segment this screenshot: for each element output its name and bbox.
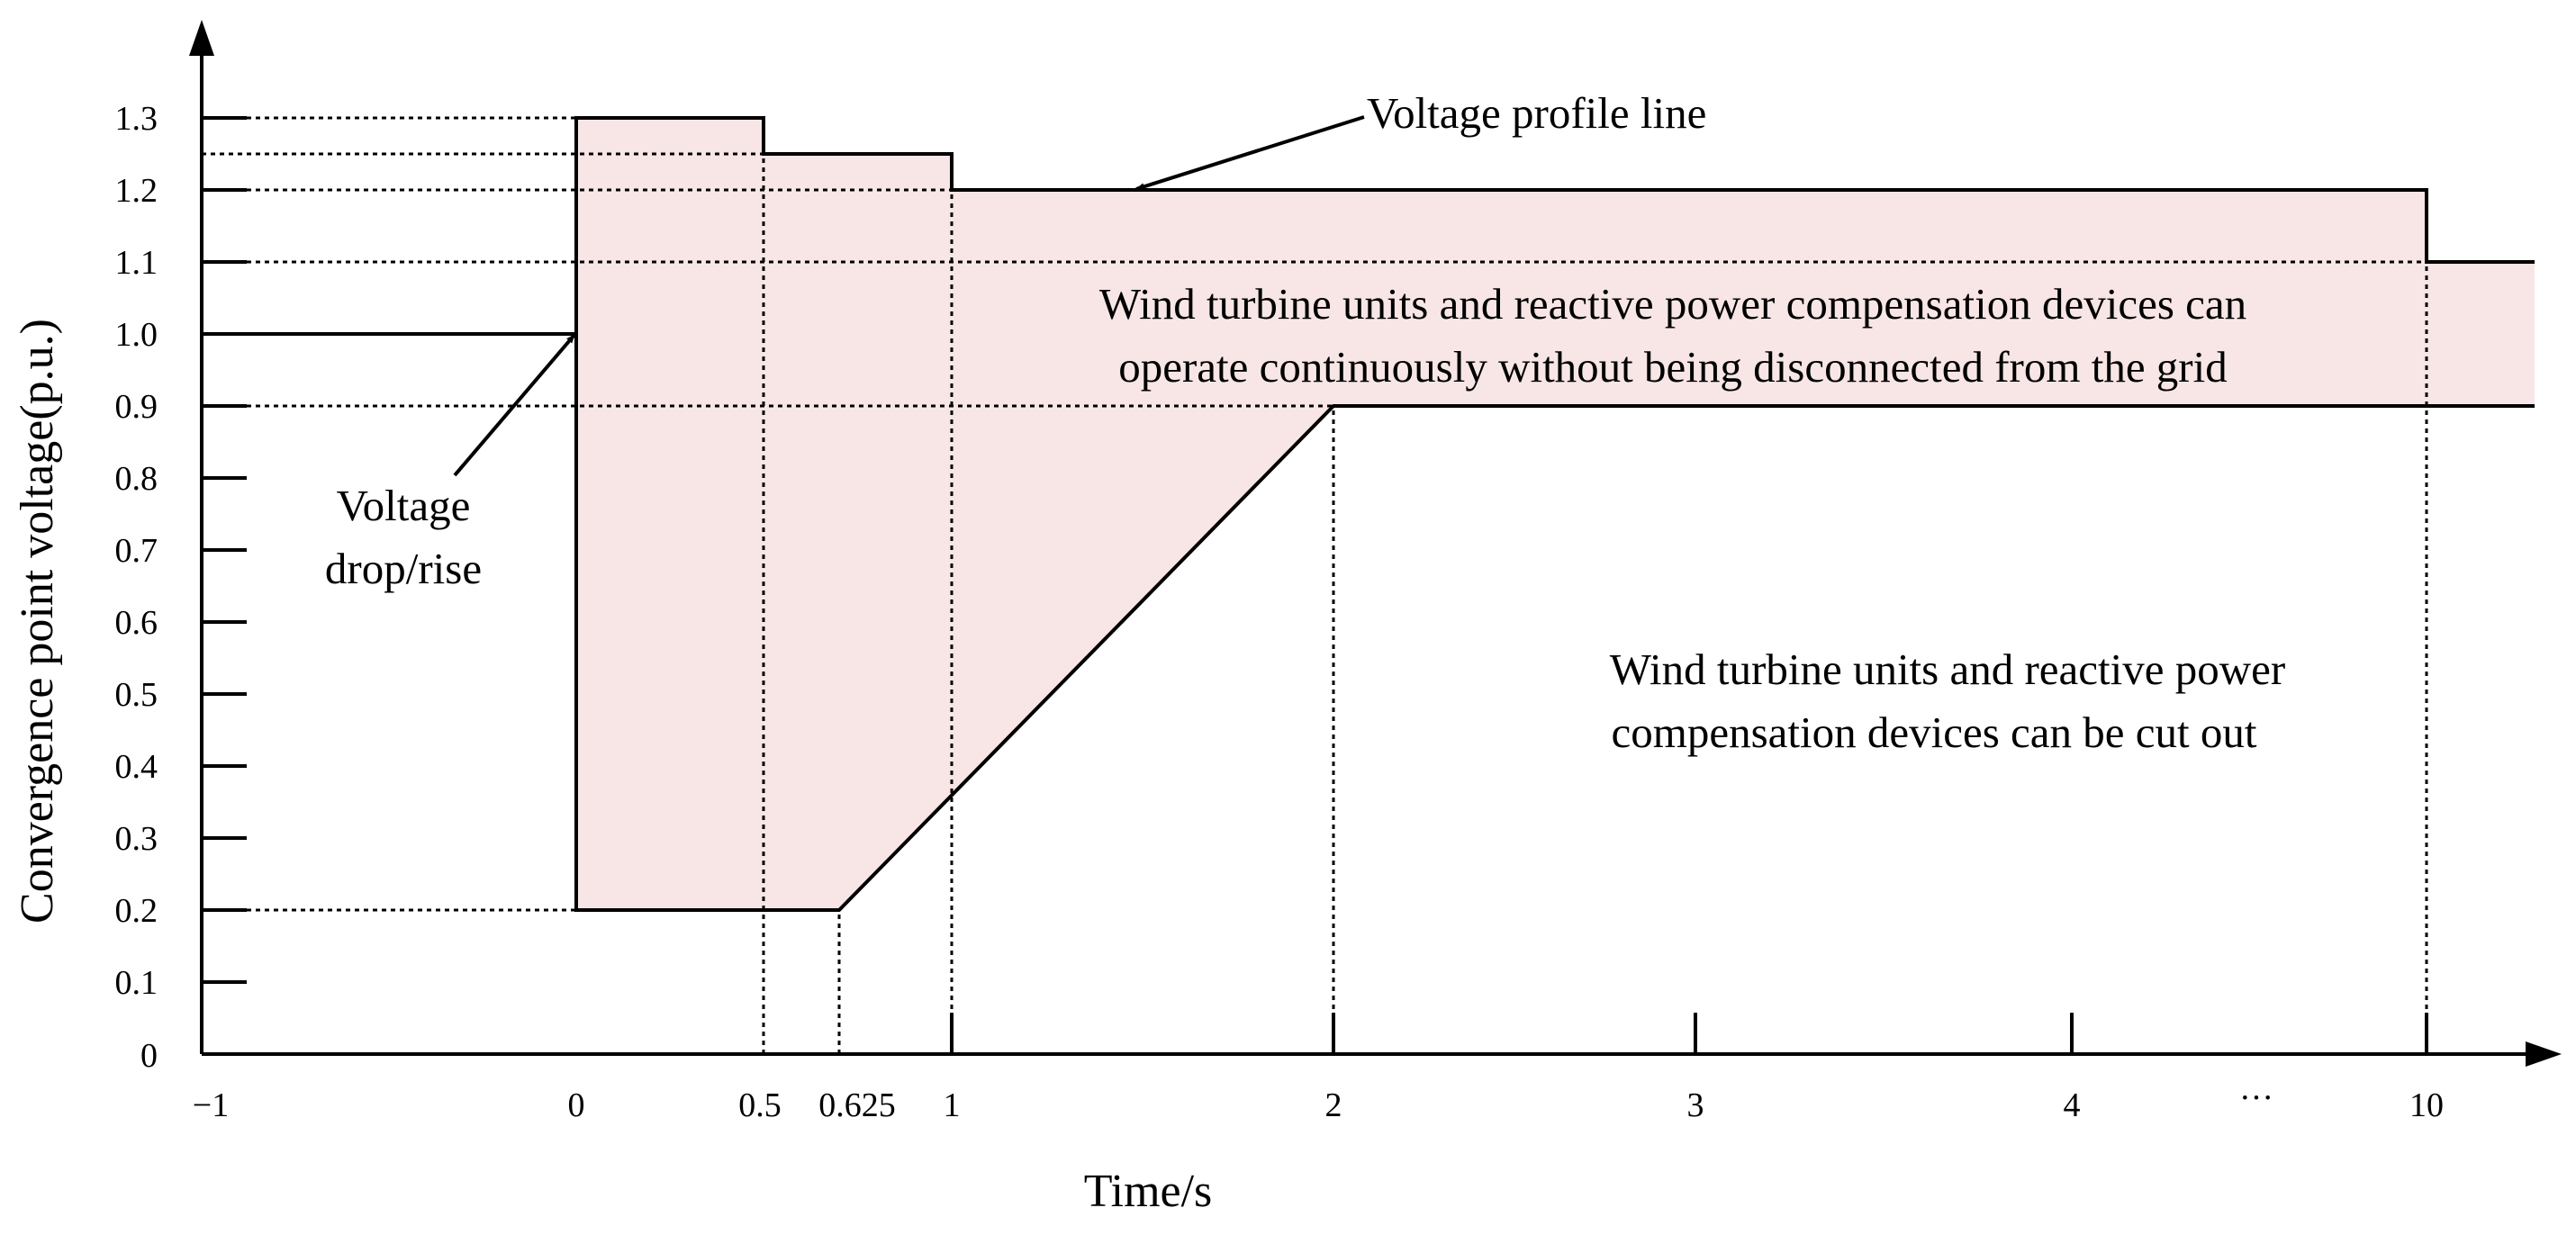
- y-ticks: 0 0.1 0.2 0.3 0.4 0.5 0.6 0.7 0.8 0.9 1.0 1.1 1.2 1.3: [115, 100, 247, 1075]
- x-tick-label-0: 0: [568, 1086, 585, 1124]
- y-axis-arrow-icon: [189, 20, 214, 56]
- y-tick-label-1_2: 1.2: [115, 172, 158, 210]
- y-tick-label-0: 0: [140, 1037, 158, 1075]
- x-axis-ellipsis: ···: [2239, 1079, 2273, 1117]
- y-tick-label-0_1: 0.1: [115, 964, 158, 1002]
- series-line-high-voltage-profile-line: [574, 116, 2535, 334]
- profile-line-label: Voltage profile line: [1367, 88, 1706, 138]
- profile-label-arrow: [1135, 115, 1365, 191]
- x-axis-arrow-icon: [2526, 1041, 2562, 1067]
- continuous-operation-label-line1: Wind turbine units and reactive power co…: [1099, 279, 2246, 329]
- x-tick-label-0_5: 0.5: [738, 1086, 782, 1124]
- x-tick-label-10: 10: [2409, 1086, 2444, 1124]
- x-axis-title: Time/s: [1084, 1166, 1213, 1217]
- y-tick-label-0_8: 0.8: [115, 460, 158, 498]
- y-tick-label-0_9: 0.9: [115, 388, 158, 426]
- y-tick-label-1_3: 1.3: [115, 100, 158, 138]
- y-axis-title: Convergence point voltage(p.u.): [12, 319, 63, 924]
- y-tick-label-1_1: 1.1: [115, 244, 158, 282]
- drop-label-line1: Voltage: [337, 481, 471, 530]
- y-tick-label-0_6: 0.6: [115, 604, 158, 642]
- y-tick-label-1_0: 1.0: [115, 316, 158, 354]
- cutout-label-line1: Wind turbine units and reactive power: [1610, 645, 2285, 694]
- x-tick-label-2: 2: [1325, 1086, 1342, 1124]
- continuous-operation-region: [576, 118, 2535, 910]
- cutout-label-line2: compensation devices can be cut out: [1611, 708, 2256, 757]
- reference-lines: [202, 116, 2428, 1054]
- y-tick-label-0_2: 0.2: [115, 892, 158, 930]
- continuous-operation-label-line2: operate continuously without being disco…: [1118, 342, 2228, 392]
- y-tick-label-0_5: 0.5: [115, 676, 158, 714]
- x-tick-label-1: 1: [944, 1086, 961, 1124]
- x-tick-label-4: 4: [2064, 1086, 2081, 1124]
- x-tick-label-3: 3: [1687, 1086, 1704, 1124]
- y-tick-label-0_4: 0.4: [115, 748, 158, 786]
- y-tick-label-0_3: 0.3: [115, 820, 158, 858]
- drop-label-line2: drop/rise: [325, 544, 482, 593]
- x-tick-label-0_625: 0.625: [818, 1086, 896, 1124]
- series-line-low-voltage-profile-line: [574, 334, 2535, 912]
- x-ticks: −1 0 0.5 0.625 1 2 3 4 10 ···: [193, 1013, 2444, 1124]
- drop-label-arrow: [453, 333, 576, 477]
- series-lines: [202, 116, 2535, 912]
- y-tick-label-0_7: 0.7: [115, 532, 158, 570]
- x-tick-label-neg1: −1: [193, 1086, 229, 1124]
